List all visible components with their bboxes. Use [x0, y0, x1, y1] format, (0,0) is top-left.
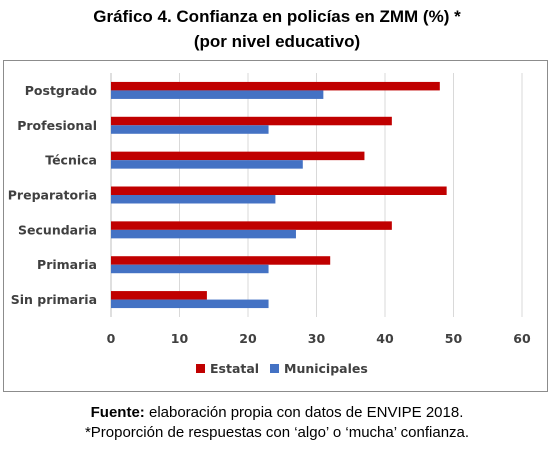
category-label: Sin primaria: [11, 292, 97, 307]
x-tick-label: 20: [239, 331, 257, 346]
bar-chart: Postgrado Profesional Técnica Preparatoria S…: [8, 73, 531, 376]
bar-estatal: [111, 256, 331, 265]
bar-estatal: [111, 221, 392, 230]
x-tick-label: 60: [513, 331, 531, 346]
bar-municipales: [111, 229, 296, 239]
chart-subtitle: (por nivel educativo): [193, 32, 361, 51]
bar-estatal: [111, 151, 365, 161]
footnote: *Proporción de respuestas con ‘algo’ o ‘…: [84, 424, 470, 441]
chart-title: Gráfico 4. Confianza en policías en ZMM …: [93, 7, 461, 26]
legend-swatch-estatal: [196, 364, 205, 373]
bar-municipales: [111, 160, 303, 169]
x-tick-label: 10: [171, 331, 189, 346]
bar-municipales: [111, 299, 269, 309]
category-label: Preparatoria: [8, 188, 97, 203]
bar-municipales: [111, 264, 269, 274]
bar-estatal: [111, 116, 392, 126]
chart-frame: Postgrado Profesional Técnica Preparatoria S…: [3, 60, 548, 392]
x-tick-label: 0: [107, 331, 116, 346]
bar-estatal: [111, 186, 447, 195]
bar-estatal: [111, 81, 440, 91]
category-label: Profesional: [17, 118, 97, 133]
category-label: Secundaria: [18, 222, 97, 237]
category-label: Postgrado: [25, 83, 98, 98]
category-label: Primaria: [37, 257, 97, 272]
bar-estatal: [111, 291, 207, 300]
source-label: Fuente:: [90, 404, 145, 421]
legend-label-estatal: Estatal: [210, 361, 259, 376]
x-tick-label: 50: [445, 331, 463, 346]
bar-municipales: [111, 195, 276, 204]
source-note: Fuente: elaboración propia con datos de …: [0, 403, 554, 422]
legend-swatch-municipales: [270, 364, 279, 373]
bar-municipales: [111, 90, 324, 99]
x-tick-label: 40: [376, 331, 394, 346]
legend-label-municipales: Municipales: [284, 361, 368, 376]
x-tick-label: 30: [308, 331, 326, 346]
category-label: Técnica: [45, 153, 97, 168]
source-text: elaboración propia con datos de ENVIPE 2…: [144, 404, 464, 421]
bar-municipales: [111, 125, 269, 134]
